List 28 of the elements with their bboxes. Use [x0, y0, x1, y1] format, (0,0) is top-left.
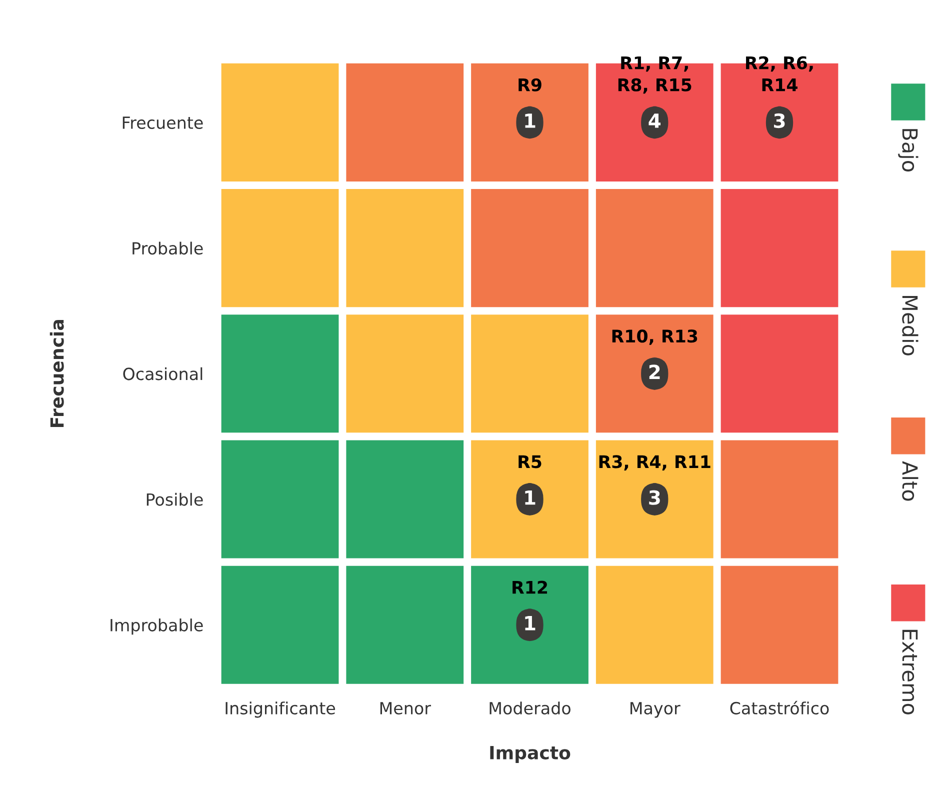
y-axis-title: Frecuencia: [50, 320, 64, 428]
y-tick-label: Frecuente: [122, 116, 203, 129]
annotation: R10, R13: [612, 330, 698, 345]
annotation: R3, R4, R11: [599, 455, 710, 470]
x-tick-label: Insignificante: [226, 702, 336, 718]
data-label: 1: [525, 490, 536, 505]
data-label: 3: [649, 490, 660, 505]
annotation: R5: [518, 455, 542, 468]
legend-label: Bajo: [898, 129, 918, 172]
legend-label: Extremo: [902, 630, 918, 714]
y-tick-label: Ocasional: [123, 367, 202, 380]
x-tick-label: Moderado: [490, 702, 570, 714]
y-tick-label: Posible: [146, 492, 203, 506]
x-axis-title: Impacto: [490, 746, 570, 763]
data-label: 3: [774, 113, 785, 128]
annotation: R9: [518, 78, 542, 92]
legend-label: Alto: [902, 461, 918, 501]
x-tick-label: Menor: [380, 702, 432, 714]
x-tick-label: Catastrófico: [730, 700, 829, 714]
data-label: 2: [649, 364, 660, 380]
data-label: 1: [525, 114, 536, 128]
y-tick-label: Improbable: [110, 618, 203, 635]
data-label: 1: [525, 616, 536, 630]
annotation: R12: [512, 580, 548, 594]
legend-label: Medio: [902, 296, 918, 356]
y-tick-label: Probable: [132, 242, 203, 255]
data-label: 4: [648, 114, 661, 128]
x-tick-label: Mayor: [630, 702, 680, 718]
